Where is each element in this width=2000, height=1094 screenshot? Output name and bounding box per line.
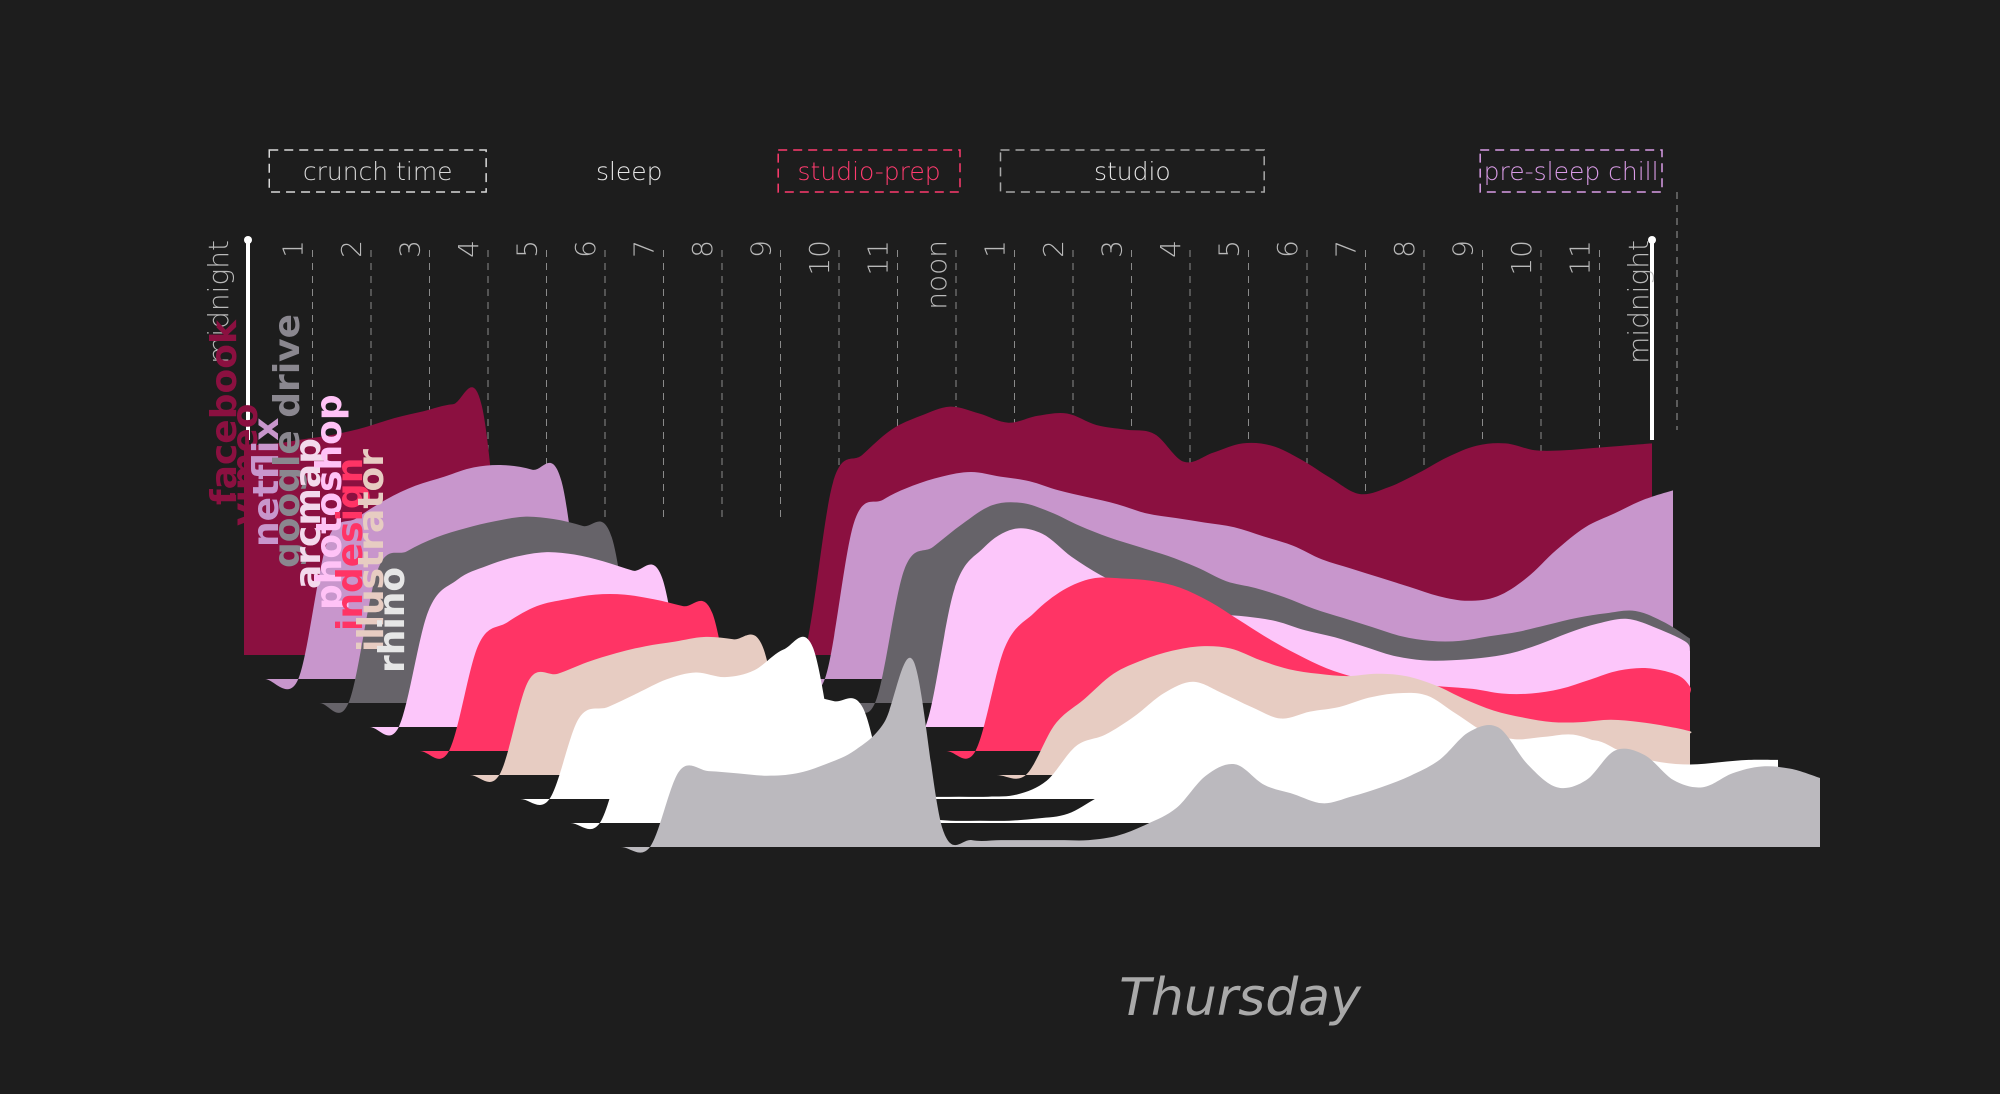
hour-tick-label: 10 <box>803 240 836 276</box>
series-label-netflix: netflix <box>246 418 287 548</box>
hour-tick-label: 7 <box>1330 240 1363 258</box>
hour-tick-label: 11 <box>862 240 895 276</box>
hour-tick-label: 6 <box>569 240 602 258</box>
period-label-studio-prep: studio-prep <box>798 157 941 186</box>
period-box-pre-sleep-chill <box>1479 149 1663 193</box>
series-label-arcmap: arcmap <box>288 438 329 589</box>
series-label-illustrator: illustrator <box>351 449 392 652</box>
hour-tick-label: 5 <box>1213 240 1246 258</box>
hour-tick-label: 6 <box>1271 240 1304 258</box>
hour-tick-label: 3 <box>394 240 427 258</box>
series-label-rhino: rhino <box>372 567 413 673</box>
hour-tick-label: 1 <box>277 240 310 258</box>
hour-tick-label: 1 <box>979 240 1012 258</box>
hour-tick-label: 9 <box>1447 240 1480 258</box>
hour-tick-label: noon <box>920 240 953 310</box>
series-label-indesign: indesign <box>330 458 371 631</box>
hour-tick-label: 7 <box>628 240 661 258</box>
day-label: Thursday <box>1119 968 1362 1028</box>
hour-tick-label: 5 <box>511 240 544 258</box>
period-box-studio <box>999 149 1265 193</box>
hour-tick-label: 3 <box>1096 240 1129 258</box>
series-label-google-drive: google drive <box>267 314 308 568</box>
period-label-pre-sleep-chill: pre-sleep chill <box>1484 157 1659 186</box>
period-annotations: crunch time sleep studio-prep studio pre-sle… <box>268 149 1678 430</box>
hour-tick-label: 4 <box>1154 240 1187 258</box>
period-label-crunch-time: crunch time <box>303 157 453 186</box>
hour-axis: midnight 1 2 3 4 5 6 7 8 9 10 11 noon 1 2 3 4 5 6 7 8 9 10 11 mi… <box>202 236 1656 520</box>
midnight-marker-dot <box>1648 236 1656 244</box>
hour-tick-label: 10 <box>1505 240 1538 276</box>
period-label-sleep: sleep <box>596 157 663 186</box>
hour-tick-label: 2 <box>1037 240 1070 258</box>
hour-tick-label: 2 <box>335 240 368 258</box>
series-label-photoshop: photoshop <box>309 394 350 610</box>
hour-tick-label: 8 <box>686 240 719 258</box>
hour-tick-label: midnight <box>202 240 235 364</box>
series-layers <box>244 387 1820 853</box>
period-box-studio-prep <box>777 149 961 193</box>
series-label-facebook: facebook <box>204 319 245 505</box>
midnight-marker-dot <box>244 236 252 244</box>
series-label-vimeo: vimeo <box>225 404 266 526</box>
period-box-crunch-time <box>268 149 487 193</box>
hour-tick-label: 11 <box>1564 240 1597 276</box>
series-area-rhino <box>412 657 1820 853</box>
hour-tick-label: 8 <box>1388 240 1421 258</box>
hour-tick-label: midnight <box>1622 240 1655 364</box>
hour-tick-label: 9 <box>745 240 778 258</box>
period-label-studio: studio <box>1094 157 1171 186</box>
hour-tick-label: 4 <box>452 240 485 258</box>
